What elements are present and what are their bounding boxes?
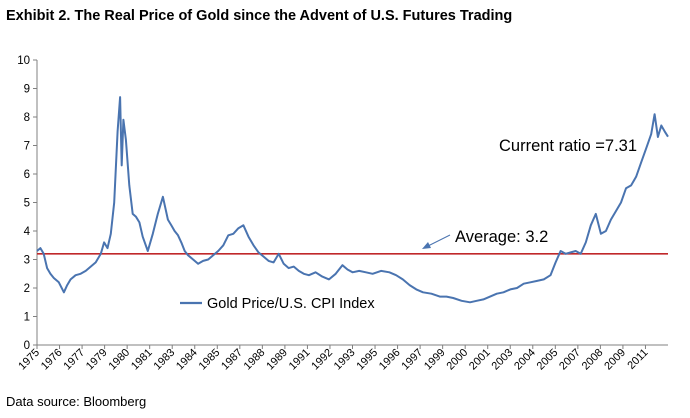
- x-tick-label: 1999: [422, 347, 448, 373]
- x-tick-label: 1984: [174, 347, 200, 373]
- x-tick-label: 2000: [445, 347, 471, 373]
- chart-title: Exhibit 2. The Real Price of Gold since …: [6, 8, 513, 24]
- x-tick-label: 1980: [106, 347, 132, 373]
- y-tick-label: 4: [24, 226, 31, 238]
- x-tick-label: 1975: [16, 347, 42, 373]
- x-tick-label: 1993: [332, 347, 358, 373]
- y-tick-label: 2: [24, 283, 30, 295]
- x-tick-label: 1985: [197, 347, 223, 373]
- y-tick-label: 9: [24, 84, 30, 96]
- x-tick-label: 1996: [377, 347, 403, 373]
- y-tick-label: 8: [24, 112, 30, 124]
- x-tick-label: 2007: [557, 347, 583, 373]
- x-tick-label: 1991: [287, 347, 313, 373]
- y-tick-label: 10: [17, 55, 30, 67]
- x-tick-label: 1995: [354, 347, 380, 373]
- y-tick-label: 3: [24, 255, 30, 267]
- average-annotation: Average: 3.2: [455, 228, 548, 246]
- average-arrow-head: [422, 242, 431, 249]
- x-tick-label: 1988: [242, 347, 268, 373]
- x-tick-label: 1997: [399, 347, 425, 373]
- y-tick-label: 6: [24, 169, 30, 181]
- legend-label: Gold Price/U.S. CPI Index: [207, 296, 375, 312]
- x-tick-label: 1976: [39, 347, 65, 373]
- x-tick-label: 2011: [625, 347, 650, 372]
- y-axis: 0 1 2 3 4 5 6 7 8 9 10: [17, 55, 38, 352]
- x-tick-label: 2009: [602, 347, 628, 373]
- series-line-gold-price-cpi: [36, 96, 669, 304]
- y-tick-label: 0: [24, 340, 30, 352]
- x-tick-label: 1977: [61, 347, 87, 373]
- x-tick-label: 2001: [467, 347, 493, 373]
- data-source: Data source: Bloomberg: [6, 394, 147, 409]
- y-tick-label: 7: [24, 141, 30, 153]
- x-axis: 1975197619771979198019811983198419851987…: [16, 344, 668, 373]
- x-tick-label: 1987: [219, 347, 245, 373]
- x-tick-label: 2005: [535, 347, 561, 373]
- x-tick-label: 2004: [512, 347, 538, 373]
- x-tick-label: 2008: [580, 347, 606, 373]
- x-tick-label: 1983: [152, 347, 178, 373]
- current-ratio-annotation: Current ratio =7.31: [499, 137, 637, 155]
- average-arrow: [425, 234, 451, 248]
- x-tick-label: 1979: [84, 347, 110, 373]
- x-tick-label: 1989: [264, 347, 290, 373]
- y-tick-label: 5: [24, 198, 30, 210]
- x-tick-label: 1981: [129, 347, 155, 373]
- x-tick-label: 1992: [309, 347, 335, 373]
- y-tick-label: 1: [24, 312, 30, 324]
- x-tick-label: 2003: [490, 347, 516, 373]
